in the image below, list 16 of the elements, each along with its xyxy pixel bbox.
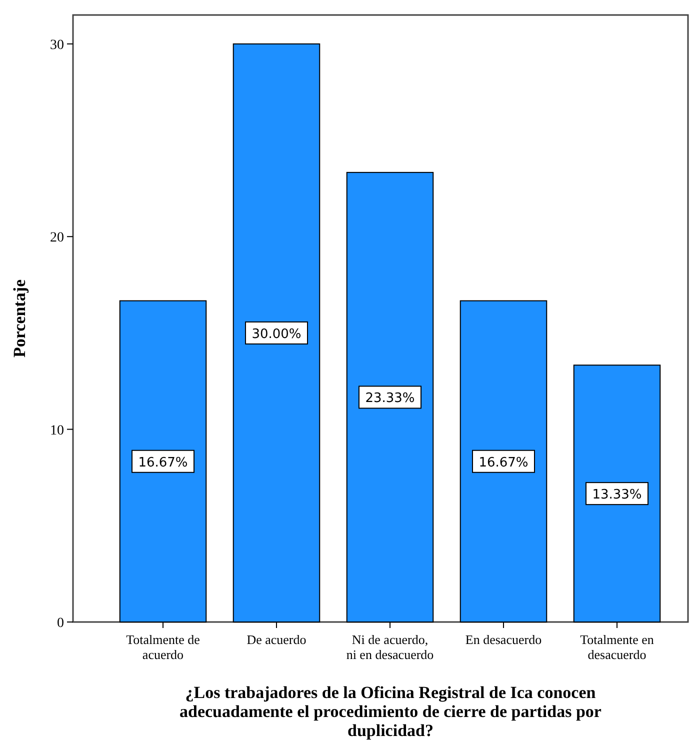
y-tick-label: 30	[50, 38, 64, 53]
data-label: 30.00%	[252, 326, 302, 342]
data-label: 16.67%	[138, 455, 188, 470]
y-axis-title: Porcentaje	[10, 279, 29, 358]
x-tick-label: Totalmente de acuerdo	[126, 632, 200, 662]
data-label: 16.67%	[478, 455, 528, 470]
x-tick-label: De acuerdo	[246, 632, 306, 647]
x-tick-label: En desacuerdo	[465, 632, 542, 647]
x-axis-title: ¿Los trabajadores de la Oficina Registral de Ica conocen adecuadamente el procedimiento de cierre de partidas por duplicidad?	[180, 683, 602, 740]
y-tick-label: 0	[57, 616, 64, 631]
x-tick-label: Ni de acuerdo, ni en desacuerdo	[346, 632, 434, 662]
y-tick-label: 10	[50, 423, 64, 438]
data-label: 13.33%	[592, 488, 642, 503]
x-tick-label: Totalmente en desacuerdo	[580, 632, 654, 662]
data-label: 23.33%	[365, 391, 415, 406]
y-tick-label: 20	[50, 230, 64, 246]
